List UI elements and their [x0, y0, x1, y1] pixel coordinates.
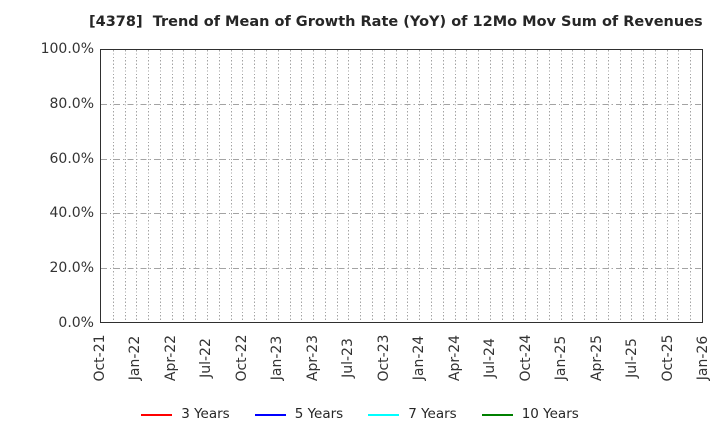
- gridline-horizontal: [101, 213, 702, 215]
- gridline-vertical: [678, 50, 680, 322]
- gridline-vertical: [230, 50, 232, 322]
- legend-item-label: 7 Years: [408, 406, 457, 423]
- gridline-horizontal: [101, 158, 702, 160]
- legend-line-swatch: [481, 413, 513, 417]
- x-tick-label: Apr-23: [304, 334, 321, 382]
- x-tick-label: Oct-22: [233, 334, 250, 382]
- x-tick-label: Jan-24: [411, 335, 428, 381]
- gridline-vertical: [525, 50, 527, 322]
- gridline-vertical: [301, 50, 303, 322]
- y-tick-label: 80.0%: [49, 95, 94, 112]
- legend-item-label: 10 Years: [521, 406, 579, 423]
- gridline-vertical: [324, 50, 326, 322]
- gridline-vertical: [442, 50, 444, 322]
- gridline-vertical: [218, 50, 220, 322]
- x-tick-label: Jan-23: [269, 335, 286, 381]
- y-tick-label: 100.0%: [40, 41, 94, 57]
- gridline-vertical: [136, 50, 138, 322]
- x-tick-label: Jan-25: [553, 335, 570, 381]
- legend-line-swatch: [141, 413, 173, 417]
- gridline-vertical: [548, 50, 550, 322]
- gridline-vertical: [407, 50, 409, 322]
- gridline-vertical: [478, 50, 480, 322]
- gridline-vertical: [383, 50, 385, 322]
- gridline-vertical: [560, 50, 562, 322]
- legend-item-10-years: 10 Years: [481, 406, 579, 423]
- x-tick-label: Jan-26: [695, 335, 711, 381]
- gridline-vertical: [183, 50, 185, 322]
- x-tick-label: Apr-22: [162, 334, 179, 382]
- gridline-horizontal: [101, 104, 702, 106]
- gridline-vertical: [348, 50, 350, 322]
- gridline-vertical: [584, 50, 586, 322]
- y-tick-label: 60.0%: [49, 150, 94, 167]
- gridline-vertical: [513, 50, 515, 322]
- gridline-vertical: [607, 50, 609, 322]
- gridline-vertical: [360, 50, 362, 322]
- x-tick-label: Jul-22: [198, 338, 215, 378]
- gridline-vertical: [289, 50, 291, 322]
- gridline-vertical: [654, 50, 656, 322]
- plot-area: [100, 49, 703, 323]
- x-tick-label: Apr-24: [446, 334, 463, 382]
- gridline-vertical: [419, 50, 421, 322]
- gridline-vertical: [631, 50, 633, 322]
- gridline-vertical: [277, 50, 279, 322]
- gridline-vertical: [207, 50, 209, 322]
- gridline-vertical: [454, 50, 456, 322]
- x-tick-label: Oct-21: [92, 334, 108, 382]
- gridline-vertical: [313, 50, 315, 322]
- x-tick-label: Jul-24: [482, 338, 499, 378]
- legend-item-label: 3 Years: [181, 406, 230, 423]
- gridline-vertical: [619, 50, 621, 322]
- gridline-vertical: [195, 50, 197, 322]
- x-tick-label: Oct-23: [375, 334, 392, 382]
- x-tick-label: Oct-24: [517, 334, 534, 382]
- y-tick-label: 20.0%: [49, 260, 94, 277]
- gridline-vertical: [148, 50, 150, 322]
- legend: 3 Years 5 Years 7 Years 10 Years: [0, 404, 720, 426]
- gridline-vertical: [242, 50, 244, 322]
- gridline-vertical: [595, 50, 597, 322]
- gridline-vertical: [112, 50, 114, 322]
- legend-line-swatch: [254, 413, 286, 417]
- x-tick-label: Jul-23: [340, 338, 357, 378]
- gridline-vertical: [466, 50, 468, 322]
- x-tick-label: Oct-25: [659, 334, 676, 382]
- gridline-vertical: [124, 50, 126, 322]
- gridline-vertical: [501, 50, 503, 322]
- gridline-vertical: [254, 50, 256, 322]
- gridline-vertical: [643, 50, 645, 322]
- gridline-vertical: [666, 50, 668, 322]
- gridline-vertical: [537, 50, 539, 322]
- gridline-vertical: [489, 50, 491, 322]
- legend-item-3-years: 3 Years: [141, 408, 230, 422]
- y-tick-label: 0.0%: [58, 315, 94, 331]
- chart-title: [4378] Trend of Mean of Growth Rate (YoY…: [89, 14, 703, 30]
- gridline-vertical: [372, 50, 374, 322]
- x-tick-label: Jul-25: [624, 338, 641, 378]
- gridline-vertical: [395, 50, 397, 322]
- legend-item-7-years: 7 Years: [368, 408, 457, 422]
- x-tick-label: Jan-22: [127, 335, 144, 381]
- legend-item-5-years: 5 Years: [254, 406, 344, 423]
- gridline-vertical: [171, 50, 173, 322]
- gridline-vertical: [159, 50, 161, 322]
- gridline-horizontal: [101, 267, 702, 269]
- legend-item-label: 5 Years: [294, 406, 344, 423]
- gridline-vertical: [430, 50, 432, 322]
- y-tick-label: 40.0%: [49, 205, 94, 222]
- x-tick-label: Apr-25: [588, 334, 605, 382]
- gridline-vertical: [690, 50, 692, 322]
- gridline-vertical: [336, 50, 338, 322]
- gridline-vertical: [572, 50, 574, 322]
- gridline-vertical: [265, 50, 267, 322]
- legend-line-swatch: [368, 413, 400, 417]
